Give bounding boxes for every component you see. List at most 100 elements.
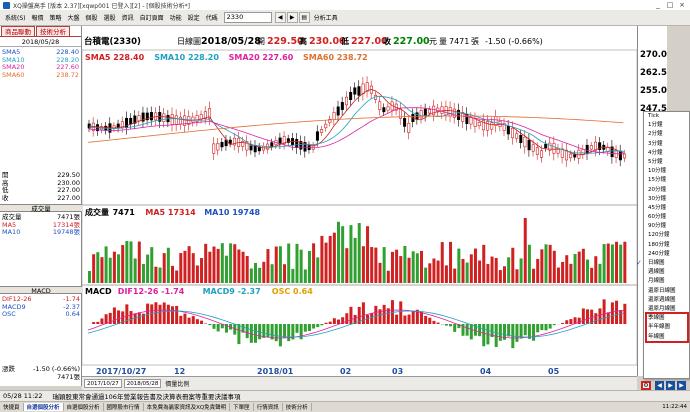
period-menu-item[interactable]: 4分鐘 — [648, 149, 663, 156]
forward-icon[interactable]: ▶ — [286, 12, 298, 23]
period-menu-item[interactable]: Tick — [648, 113, 659, 119]
period-menu-item[interactable]: 10分鐘 — [648, 168, 666, 175]
bottom-tab[interactable]: 下單匣 — [230, 403, 254, 411]
bottom-tab[interactable]: 國際股市行情 — [104, 403, 144, 411]
news-ticker[interactable]: 瑞穎股東常會通過106年營業報告書及決算表冊案等重要決議事項 — [52, 393, 241, 401]
period-menu-item[interactable]: 5分鐘 — [648, 158, 663, 165]
bottom-tab[interactable]: 行情資訊 — [254, 403, 283, 411]
zoom-out-icon[interactable]: ◀ — [655, 381, 664, 390]
menu-market[interactable]: 大盤 — [67, 15, 80, 22]
macd9-line — [87, 310, 624, 338]
zoom-in-icon[interactable]: ▶ — [666, 381, 675, 390]
back-icon[interactable]: ◀ — [274, 12, 286, 23]
period-menu-item[interactable]: 還原週線圖 — [648, 296, 676, 303]
menu-system[interactable]: 系統(S) — [5, 15, 26, 22]
minimize-button[interactable]: _ — [656, 1, 660, 9]
candle-body — [469, 117, 473, 125]
volume-value-bottom: 7471張 — [56, 372, 80, 381]
scroll-right-icon[interactable]: ▶ — [677, 381, 686, 390]
period-menu-item[interactable]: 還原月線圖 — [648, 305, 676, 312]
close-button[interactable]: × — [679, 1, 685, 9]
macd-bar — [100, 318, 104, 324]
from-date-select[interactable]: 2017/10/27 — [84, 379, 122, 388]
macd-bar — [212, 324, 216, 329]
to-date-select[interactable]: 2018/05/28 — [123, 379, 162, 388]
macd-bar — [565, 320, 569, 324]
chart-scrollbar[interactable]: 2017/10/27 2018/05/28 價量比例 — [82, 376, 637, 390]
macd-bar — [374, 305, 378, 324]
maximize-button[interactable]: □ — [666, 1, 674, 9]
menu-screen[interactable]: 選股 — [103, 15, 116, 22]
candle-body — [610, 146, 614, 158]
period-menu-item[interactable]: 還原日線圖 — [648, 287, 676, 294]
candle-body — [448, 107, 452, 117]
macd-bar — [291, 324, 295, 340]
candle-body — [295, 138, 299, 148]
period-menu-item[interactable]: 季線圖 — [648, 315, 665, 322]
tab-technical[interactable]: 技術分析 — [36, 26, 70, 36]
period-menu-item[interactable]: 180分鐘 — [648, 241, 670, 248]
period-menu-item[interactable]: 3分鐘 — [648, 140, 663, 147]
period-menu-item[interactable]: 週線圖 — [648, 269, 665, 276]
code-input[interactable]: 2330 — [223, 12, 272, 23]
volume-bar — [125, 241, 129, 283]
menu-info[interactable]: 資訊 — [121, 15, 134, 22]
chart-icon[interactable]: ▤ — [298, 12, 310, 23]
volume-bar — [316, 257, 320, 283]
ma-value: 228.20 — [56, 55, 79, 64]
candle-body — [270, 142, 274, 147]
menu-quote[interactable]: 報價 — [31, 15, 44, 22]
macd-bar — [187, 317, 191, 324]
bottom-tab[interactable]: 快捷頁 — [0, 403, 24, 411]
scale-mode-label[interactable]: 價量比例 — [165, 381, 190, 388]
menu-function[interactable]: 功能 — [169, 15, 182, 22]
ma-value: 227.60 — [56, 63, 79, 71]
menu-settings[interactable]: 設定 — [187, 15, 200, 22]
settings-gear-icon[interactable]: ⚙ — [641, 381, 651, 390]
period-menu-item[interactable]: 1分鐘 — [648, 122, 663, 129]
period-menu-item[interactable]: 月線圖 — [648, 278, 665, 285]
macd-name: OSC — [2, 310, 16, 318]
volume-bar — [237, 249, 241, 283]
period-menu-item[interactable]: 30分鐘 — [648, 195, 666, 202]
volume-bar — [278, 246, 282, 283]
candle-body — [569, 153, 573, 159]
period-menu-item[interactable]: 2分鐘 — [648, 131, 663, 138]
period-menu-item[interactable]: 20分鐘 — [648, 186, 666, 193]
macd-bar — [357, 306, 361, 324]
analysis-tools-menu[interactable]: 分析工具 — [313, 15, 338, 22]
volume-bar — [212, 246, 216, 283]
candle-body — [353, 87, 357, 95]
candle-body — [361, 83, 365, 95]
menu-custom[interactable]: 自訂頁面 — [139, 15, 164, 22]
macd-row: OSC 0.64 — [0, 310, 82, 319]
period-menu-item[interactable]: 年線圖 — [648, 333, 665, 340]
macd-bar — [523, 324, 527, 336]
period-menu-item[interactable]: 45分鐘 — [648, 204, 666, 211]
macd-bar — [623, 303, 627, 324]
period-menu-item[interactable]: 60分鐘 — [648, 214, 666, 221]
tab-linked[interactable]: 商品聯動 — [1, 26, 35, 36]
bottom-tab[interactable]: 自選個股分析 — [23, 403, 64, 411]
bottom-tab[interactable]: 技術分析 — [283, 403, 312, 411]
menu-stock[interactable]: 個股 — [85, 15, 98, 22]
bottom-tab[interactable]: 自選個股分析 — [64, 403, 104, 411]
period-menu-item[interactable]: 日線圖 — [636, 259, 689, 268]
period-menu-item[interactable]: 90分鐘 — [648, 223, 666, 230]
period-menu-item[interactable]: 半年線圖 — [648, 324, 671, 331]
chart-svg[interactable]: 台積電(2330) 日線圖 2018/05/28開 229.50高 230.00低 227… — [81, 26, 638, 376]
macd-bar — [590, 309, 594, 324]
period-menu-item[interactable]: 120分鐘 — [648, 232, 670, 239]
period-menu-item[interactable]: 240分鐘 — [648, 250, 670, 257]
macd-bar — [411, 311, 415, 324]
bottom-tab[interactable]: 本免費為贏家資訊及XQ免責聲明 — [144, 403, 231, 411]
candle-body — [141, 112, 145, 122]
menu-strategy[interactable]: 策略 — [49, 15, 62, 22]
macd-bar — [299, 324, 303, 340]
volume-bar — [428, 263, 432, 283]
volume-bar — [623, 241, 627, 283]
chart-area[interactable]: 台積電(2330) 日線圖 2018/05/28 開 229.50 高 230.00 低 227… — [81, 26, 638, 376]
macd-bar — [561, 322, 565, 324]
period-menu-item[interactable]: 15分鐘 — [648, 177, 666, 184]
candle-body — [531, 144, 535, 152]
